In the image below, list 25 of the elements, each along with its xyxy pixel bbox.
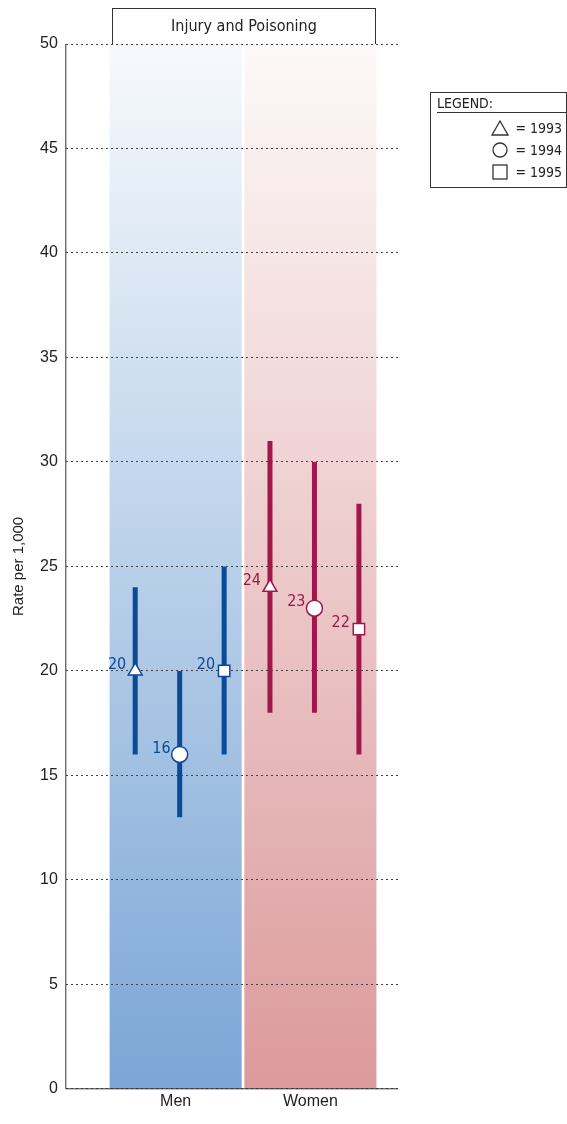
chart-title: Injury and Poisoning (112, 8, 376, 44)
data-label: 24 (242, 570, 261, 590)
data-label: 20 (107, 654, 127, 674)
y-tick-label: 15 (40, 765, 58, 783)
y-tick-label: 30 (40, 452, 58, 470)
legend-title: LEGEND: (437, 95, 566, 113)
data-label: 16 (152, 737, 171, 757)
y-tick-label: 40 (40, 243, 58, 261)
y-tick-label: 35 (40, 347, 58, 365)
text: = 1994 (515, 142, 562, 158)
data-label: 22 (331, 612, 350, 632)
y-axis-title: Rate per 1,000 (9, 516, 27, 617)
y-tick-label: 5 (48, 974, 58, 992)
text: = 1995 (515, 164, 562, 180)
text: = 1993 (515, 120, 562, 136)
y-tick-label: 0 (48, 1079, 58, 1097)
y-tick-label: 50 (40, 34, 58, 52)
y-tick-label: 25 (40, 556, 58, 574)
data-label: 23 (287, 591, 306, 611)
y-tick-label: 45 (40, 138, 58, 156)
y-tick-label: 20 (40, 661, 58, 679)
x-tick-label: Women (282, 1091, 338, 1109)
y-tick-label: 10 (40, 870, 58, 888)
x-tick-label: Men (160, 1091, 192, 1109)
data-label: 20 (196, 654, 216, 674)
